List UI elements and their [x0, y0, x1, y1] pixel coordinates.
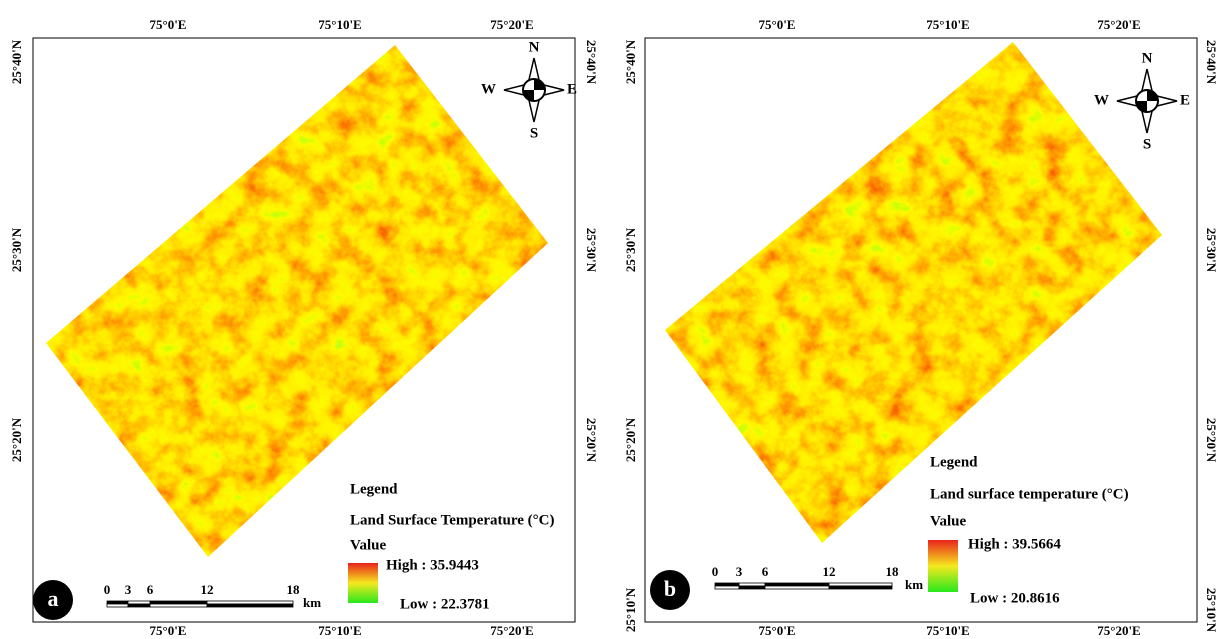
- scale-segment: [149, 603, 208, 608]
- compass-e: E: [1180, 92, 1190, 108]
- scale-segment: [714, 582, 740, 587]
- scale-segment: [764, 585, 830, 590]
- latitude-label: 25°20'N: [584, 418, 599, 463]
- scale-tick-label: 12: [823, 564, 836, 579]
- legend-high: High : 35.9443: [386, 557, 479, 573]
- scale-tick-label: 0: [712, 564, 719, 579]
- scale-segment: [714, 585, 740, 590]
- longitude-label: 75°10'E: [926, 17, 969, 32]
- scale-tick-label: 0: [104, 582, 111, 597]
- latitude-label: 25°20'N: [1204, 418, 1217, 463]
- scale-tick-label: 18: [886, 564, 900, 579]
- longitude-label: 75°20'E: [1097, 623, 1140, 638]
- panel-label: b: [664, 576, 676, 601]
- scale-unit: km: [905, 577, 923, 592]
- scale-segment: [828, 582, 893, 587]
- scale-segment: [828, 585, 893, 590]
- legend-ramp: [348, 563, 378, 603]
- longitude-label: 75°10'E: [926, 623, 969, 638]
- scale-tick-label: 12: [201, 582, 214, 597]
- longitude-label: 75°0'E: [150, 17, 187, 32]
- scale-tick-label: 6: [147, 582, 154, 597]
- scale-segment: [149, 600, 208, 605]
- compass-n: N: [529, 39, 540, 55]
- map-panel: 75°0'E 75°10'E 75°20'E 75°0'E 75°10'E 75°20'E…: [9, 17, 599, 638]
- scale-segment: [738, 582, 766, 587]
- longitude-label: 75°10'E: [318, 17, 361, 32]
- longitude-label: 75°0'E: [150, 623, 187, 638]
- compass-s: S: [530, 125, 538, 141]
- longitude-label: 75°20'E: [1097, 17, 1140, 32]
- legend-title: Legend: [350, 481, 398, 497]
- scale-tick-label: 3: [125, 582, 132, 597]
- map-panel: 75°0'E 75°10'E 75°20'E 75°0'E 75°10'E 75°20'E…: [623, 17, 1217, 638]
- scale-segment: [206, 600, 294, 605]
- compass-quadrant: [523, 79, 545, 101]
- legend-high: High : 39.5664: [968, 536, 1061, 552]
- latitude-label: 25°40'N: [623, 39, 638, 84]
- legend-value: Value: [350, 537, 386, 553]
- longitude-label: 75°20'E: [490, 623, 533, 638]
- legend-title: Legend: [930, 454, 978, 470]
- latitude-label: 25°10'N: [1204, 588, 1217, 633]
- compass-w: W: [1094, 92, 1109, 108]
- latitude-label: 25°30'N: [1204, 228, 1217, 273]
- longitude-label: 75°10'E: [318, 623, 361, 638]
- scale-segment: [738, 585, 766, 590]
- legend-ramp: [928, 540, 958, 592]
- panel-badge: [650, 570, 690, 610]
- latitude-label: 25°30'N: [9, 227, 24, 272]
- legend-field: Land Surface Temperature (°C): [350, 512, 554, 528]
- latitude-label: 25°30'N: [584, 228, 599, 273]
- legend-low: Low : 22.3781: [400, 596, 490, 612]
- scale-unit: km: [303, 595, 321, 610]
- latitude-label: 25°20'N: [9, 417, 24, 462]
- scale-segment: [106, 603, 129, 608]
- longitude-label: 75°0'E: [759, 623, 796, 638]
- scale-segment: [106, 600, 129, 605]
- scale-segment: [764, 582, 830, 587]
- scale-tick-label: 3: [736, 564, 743, 579]
- scale-tick-label: 6: [762, 564, 769, 579]
- longitude-label: 75°0'E: [759, 17, 796, 32]
- compass-w: W: [481, 81, 496, 97]
- latitude-label: 25°40'N: [1204, 40, 1217, 85]
- legend-field: Land surface temperature (°C): [930, 486, 1129, 502]
- compass-n: N: [1142, 50, 1153, 66]
- scale-segment: [127, 603, 151, 608]
- latitude-label: 25°20'N: [623, 417, 638, 462]
- scale-tick-label: 18: [287, 582, 301, 597]
- scale-segment: [206, 603, 294, 608]
- legend-low: Low : 20.8616: [970, 590, 1060, 606]
- scale-segment: [127, 600, 151, 605]
- latitude-label: 25°10'N: [623, 587, 638, 632]
- panel-badge: [33, 580, 73, 620]
- latitude-label: 25°40'N: [584, 40, 599, 85]
- compass-e: E: [567, 81, 577, 97]
- latitude-label: 25°30'N: [623, 227, 638, 272]
- legend-value: Value: [930, 513, 966, 529]
- latitude-label: 25°40'N: [9, 39, 24, 84]
- compass-quadrant: [1136, 90, 1158, 112]
- longitude-label: 75°20'E: [490, 17, 533, 32]
- panel-label: a: [48, 586, 59, 611]
- compass-s: S: [1143, 136, 1151, 152]
